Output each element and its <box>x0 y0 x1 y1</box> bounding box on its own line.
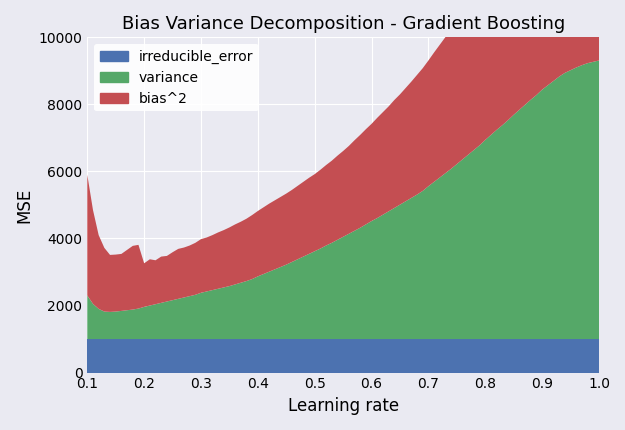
X-axis label: Learning rate: Learning rate <box>288 397 399 415</box>
Title: Bias Variance Decomposition - Gradient Boosting: Bias Variance Decomposition - Gradient B… <box>121 15 565 33</box>
Y-axis label: MSE: MSE <box>15 187 33 223</box>
Legend: irreducible_error, variance, bias^2: irreducible_error, variance, bias^2 <box>94 44 259 111</box>
